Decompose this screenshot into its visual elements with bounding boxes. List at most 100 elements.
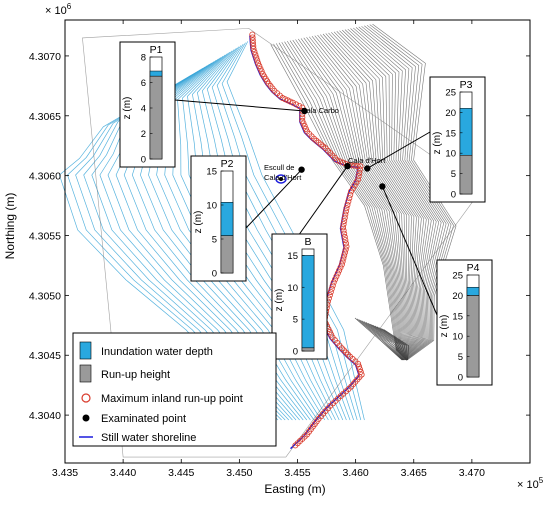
cliff-contour bbox=[374, 325, 407, 361]
topography-contour bbox=[314, 35, 412, 355]
max-runup-point bbox=[332, 276, 339, 283]
cliff-contour bbox=[372, 324, 406, 361]
topography-contour bbox=[270, 44, 397, 351]
topography-contour bbox=[347, 28, 435, 359]
max-runup-point bbox=[249, 37, 256, 44]
max-runup-point bbox=[343, 205, 350, 212]
max-runup-point bbox=[299, 117, 306, 124]
inset-p4: P4 0 5 10 15 20 25 z (m) bbox=[436, 259, 493, 386]
topography-contour bbox=[317, 34, 413, 356]
inset-p2-tick-label: 5 bbox=[212, 235, 217, 246]
max-runup-point bbox=[336, 267, 343, 274]
topography-contour bbox=[366, 24, 452, 361]
topography-contour bbox=[355, 27, 442, 360]
max-runup-point bbox=[346, 195, 353, 202]
max-runup-point bbox=[340, 224, 347, 231]
topography-contour bbox=[364, 25, 449, 360]
max-runup-point bbox=[356, 166, 363, 173]
max-runup-point bbox=[255, 60, 262, 67]
max-runup-point bbox=[341, 249, 348, 256]
max-runup-point bbox=[342, 349, 349, 356]
max-runup-point bbox=[355, 173, 362, 180]
cliff-contour bbox=[367, 323, 405, 361]
y-tick-label: 4.3040 bbox=[29, 410, 61, 422]
max-runup-point bbox=[250, 40, 257, 47]
cliff-contour bbox=[359, 319, 404, 361]
x-tick-label: 3.460 bbox=[342, 467, 368, 479]
inset-p1: P1 0 2 4 6 8 z (m) bbox=[119, 41, 176, 168]
max-runup-point bbox=[342, 211, 349, 218]
place-label-escull-cala-dhort: Cala d'Hort bbox=[264, 173, 302, 182]
inset-p2-ylabel: z (m) bbox=[193, 211, 204, 234]
inset-p4-ylabel: z (m) bbox=[439, 315, 450, 338]
place-label-escull-de: Escull de bbox=[264, 163, 294, 172]
leader-line-p1 bbox=[174, 99, 305, 112]
inset-p4-tick-label: 0 bbox=[458, 373, 463, 384]
bathymetry-contour bbox=[216, 43, 358, 421]
topography-contour bbox=[289, 40, 402, 353]
max-runup-point bbox=[341, 214, 348, 221]
x-tick-label: 3.435 bbox=[52, 467, 78, 479]
max-runup-point bbox=[249, 31, 256, 38]
inset-b-frame bbox=[271, 233, 328, 360]
y-tick-label: 4.3060 bbox=[29, 171, 61, 183]
inset-p4-frame bbox=[436, 259, 493, 386]
x-tick-label: 3.455 bbox=[284, 467, 310, 479]
max-runup-point bbox=[290, 99, 297, 106]
cliff-contour bbox=[363, 321, 405, 361]
inset-p3-inundation-bar bbox=[459, 108, 473, 156]
legend-runup-swatch bbox=[79, 364, 92, 383]
topography-contour bbox=[309, 36, 409, 355]
max-runup-point bbox=[356, 169, 363, 176]
max-runup-point bbox=[338, 345, 345, 352]
max-runup-point bbox=[333, 273, 340, 280]
x-tick-label: 3.445 bbox=[168, 467, 194, 479]
inset-p1-frame bbox=[119, 41, 176, 168]
inset-p3-tick-label: 25 bbox=[445, 88, 456, 99]
max-runup-point bbox=[342, 246, 349, 253]
topography-contour bbox=[322, 33, 415, 356]
inset-p3-tick-label: 10 bbox=[445, 149, 456, 160]
topography-contour bbox=[344, 29, 432, 358]
topography-contour bbox=[339, 30, 427, 358]
inset-b-title: B bbox=[304, 236, 311, 248]
max-runup-point bbox=[349, 185, 356, 192]
topography-contour bbox=[353, 27, 440, 359]
bathymetry-contour bbox=[211, 45, 354, 421]
max-runup-point bbox=[340, 347, 347, 354]
inset-p1-runup-bar bbox=[149, 75, 163, 160]
max-runup-point bbox=[347, 191, 354, 198]
topography-contour bbox=[292, 39, 403, 353]
max-runup-point bbox=[342, 240, 349, 247]
topography-contour bbox=[286, 40, 401, 352]
topography-contour bbox=[358, 26, 444, 360]
cliff-contour bbox=[354, 317, 403, 361]
y-tick-label: 4.3050 bbox=[29, 290, 61, 302]
inset-p4-tick-label: 25 bbox=[452, 271, 463, 282]
inset-b: B 0 5 10 15 z (m) bbox=[271, 233, 328, 360]
inset-p2-frame bbox=[190, 155, 247, 282]
y-tick-label: 4.3065 bbox=[29, 111, 61, 123]
inset-p4-title: P4 bbox=[467, 262, 480, 274]
max-runup-point bbox=[355, 360, 362, 367]
max-runup-point bbox=[353, 179, 360, 186]
max-runup-point bbox=[356, 366, 363, 373]
cliff-contour bbox=[381, 328, 408, 361]
max-runup-point bbox=[351, 162, 358, 169]
max-runup-point bbox=[340, 255, 347, 262]
max-runup-point bbox=[330, 279, 337, 286]
inset-p3-tick-label: 5 bbox=[451, 169, 456, 180]
inset-p3-ylabel: z (m) bbox=[432, 132, 443, 155]
legend: Inundation water depth Run-up height Max… bbox=[72, 332, 277, 447]
max-runup-point bbox=[334, 157, 341, 164]
x-tick-label: 3.450 bbox=[226, 467, 252, 479]
max-runup-point bbox=[292, 442, 299, 449]
inset-p1-tick-label: 8 bbox=[141, 53, 146, 64]
max-runup-point bbox=[249, 34, 256, 41]
escull-island-shoreline bbox=[275, 174, 287, 184]
max-runup-point bbox=[257, 65, 264, 72]
inset-p3-frame bbox=[429, 76, 486, 203]
leader-lines bbox=[174, 99, 438, 316]
inset-p4-tick-label: 20 bbox=[452, 291, 463, 302]
max-runup-point bbox=[258, 68, 265, 75]
